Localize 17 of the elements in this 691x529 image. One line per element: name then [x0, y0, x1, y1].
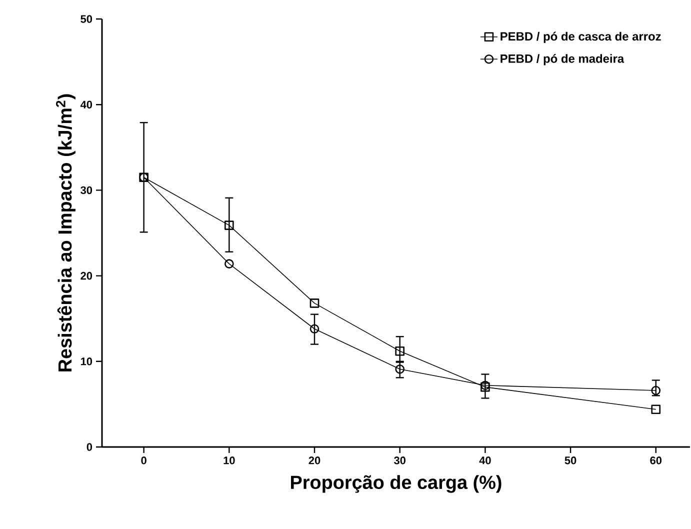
y-tick-label: 20 — [80, 272, 92, 280]
x-tick-label: 10 — [224, 456, 235, 464]
x-tick-label: 0 — [141, 456, 146, 464]
x-tick-label: 60 — [650, 456, 662, 464]
y-tick-label: 10 — [80, 358, 92, 366]
y-tick-label: 30 — [80, 186, 92, 194]
y-tick-label: 50 — [80, 15, 92, 23]
y-axis-title: Resistência ao Impacto (kJ/m$^{2}$) — [56, 94, 76, 372]
x-tick-label: 20 — [308, 456, 320, 464]
legend-label: PEBD / pó de casca de arroz — [500, 32, 661, 43]
x-tick-label: 50 — [564, 456, 576, 464]
y-tick-label: 0 — [86, 443, 92, 451]
x-tick-label: 30 — [394, 456, 406, 464]
x-axis-title: Proporção de carga (%) — [291, 475, 502, 493]
x-tick-label: 40 — [479, 456, 491, 464]
legend-label: PEBD / pó de madeira — [500, 54, 624, 66]
y-tick-label: 40 — [80, 100, 92, 108]
